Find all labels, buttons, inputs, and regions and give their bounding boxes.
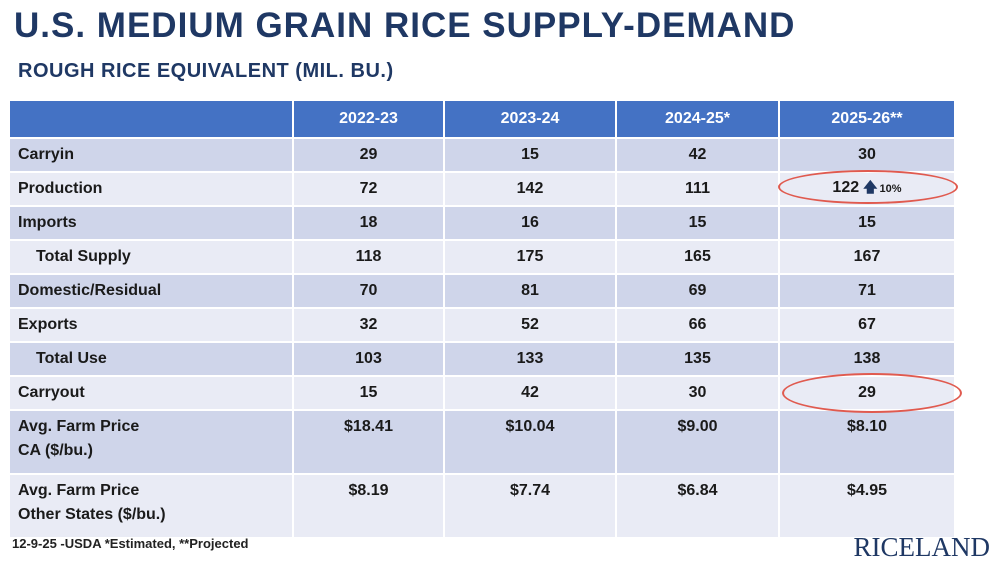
table-row-exports: Exports 32 52 66 67 bbox=[10, 308, 954, 343]
table-cell: 15 bbox=[616, 206, 780, 241]
header-2025-26: 2025-26** bbox=[779, 101, 954, 139]
row-label: Production bbox=[10, 172, 294, 207]
table-cell: $9.00 bbox=[616, 410, 780, 475]
table-cell: 71 bbox=[779, 274, 954, 309]
row-label: Carryout bbox=[10, 376, 294, 411]
table-row-total-supply: Total Supply 118 175 165 167 bbox=[10, 240, 954, 275]
table-cell: 70 bbox=[293, 274, 445, 309]
row-label-line2: Other States ($/bu.) bbox=[18, 506, 166, 523]
row-label: Total Supply bbox=[10, 240, 294, 275]
header-label-column bbox=[10, 101, 294, 139]
table-cell: 165 bbox=[616, 240, 780, 275]
up-arrow-icon: 🡅 bbox=[863, 179, 878, 195]
row-label-line1: Avg. Farm Price bbox=[18, 418, 140, 435]
production-2025-26-value: 122 bbox=[832, 179, 860, 196]
table-cell: $18.41 bbox=[293, 410, 445, 475]
table-row-production: Production 72 142 111 122 🡅 10% bbox=[10, 170, 958, 207]
table-cell: 142 bbox=[444, 172, 617, 207]
table-cell: 138 bbox=[779, 342, 954, 377]
table-cell: 175 bbox=[444, 240, 617, 275]
table-cell: 118 bbox=[293, 240, 445, 275]
table-cell-highlighted: 122 🡅 10% bbox=[778, 170, 958, 207]
source-footnote: 12-9-25 -USDA *Estimated, **Projected bbox=[12, 536, 249, 551]
table-cell: 30 bbox=[779, 138, 954, 173]
table-cell: 18 bbox=[293, 206, 445, 241]
table-cell: 15 bbox=[293, 376, 445, 411]
table-row-carryin: Carryin 29 15 42 30 bbox=[10, 138, 954, 173]
production-change-percent: 10% bbox=[879, 183, 902, 195]
riceland-logo: RICELAND bbox=[853, 532, 991, 562]
table-cell: 15 bbox=[444, 138, 617, 173]
table-cell: 32 bbox=[293, 308, 445, 343]
row-label: Domestic/Residual bbox=[10, 274, 294, 309]
table-cell-highlighted: 29 bbox=[779, 373, 962, 413]
row-label-line2: CA ($/bu.) bbox=[18, 442, 93, 459]
table-row-total-use: Total Use 103 133 135 138 bbox=[10, 342, 954, 377]
header-2023-24: 2023-24 bbox=[444, 101, 617, 139]
table-cell: 42 bbox=[616, 138, 780, 173]
table-cell: 81 bbox=[444, 274, 617, 309]
table-cell: $8.19 bbox=[293, 474, 445, 539]
row-label: Avg. Farm Price CA ($/bu.) bbox=[10, 410, 294, 475]
table-cell: 103 bbox=[293, 342, 445, 377]
page-title: U.S. MEDIUM GRAIN RICE SUPPLY-DEMAND bbox=[14, 6, 796, 45]
table-cell: $7.74 bbox=[444, 474, 617, 539]
page-subtitle: ROUGH RICE EQUIVALENT (MIL. BU.) bbox=[18, 60, 394, 82]
table-cell: 42 bbox=[444, 376, 617, 411]
table-row-carryout: Carryout 15 42 30 29 bbox=[10, 373, 962, 413]
header-2022-23: 2022-23 bbox=[293, 101, 445, 139]
table-cell: 16 bbox=[444, 206, 617, 241]
table-cell: 15 bbox=[779, 206, 954, 241]
table-cell: $6.84 bbox=[616, 474, 780, 539]
table-cell: 135 bbox=[616, 342, 780, 377]
table-cell: 167 bbox=[779, 240, 954, 275]
table-header-row: 2022-23 2023-24 2024-25* 2025-26** bbox=[10, 101, 954, 139]
row-label: Exports bbox=[10, 308, 294, 343]
table-row-avg-farm-price-ca: Avg. Farm Price CA ($/bu.) $18.41 $10.04 … bbox=[10, 410, 954, 475]
row-label: Total Use bbox=[10, 342, 294, 377]
table-cell: $10.04 bbox=[444, 410, 617, 475]
table-cell: 72 bbox=[293, 172, 445, 207]
table-row-domestic-residual: Domestic/Residual 70 81 69 71 bbox=[10, 274, 954, 309]
table-cell: 69 bbox=[616, 274, 780, 309]
table-cell: 66 bbox=[616, 308, 780, 343]
table-cell: $8.10 bbox=[779, 410, 954, 475]
table-row-avg-farm-price-other: Avg. Farm Price Other States ($/bu.) $8.1… bbox=[10, 474, 954, 539]
table-cell: $4.95 bbox=[779, 474, 954, 539]
header-2024-25: 2024-25* bbox=[616, 101, 780, 139]
table-cell: 29 bbox=[293, 138, 445, 173]
table-cell: 111 bbox=[616, 172, 780, 207]
row-label: Imports bbox=[10, 206, 294, 241]
row-label-line1: Avg. Farm Price bbox=[18, 482, 140, 499]
table-cell: 52 bbox=[444, 308, 617, 343]
row-label: Carryin bbox=[10, 138, 294, 173]
table-row-imports: Imports 18 16 15 15 bbox=[10, 206, 954, 241]
row-label: Avg. Farm Price Other States ($/bu.) bbox=[10, 474, 294, 539]
table-cell: 133 bbox=[444, 342, 617, 377]
table-cell: 30 bbox=[616, 376, 780, 411]
supply-demand-table: 2022-23 2023-24 2024-25* 2025-26** Carry… bbox=[10, 101, 962, 539]
carryout-2025-26-value: 29 bbox=[858, 384, 876, 401]
table-cell: 67 bbox=[779, 308, 954, 343]
